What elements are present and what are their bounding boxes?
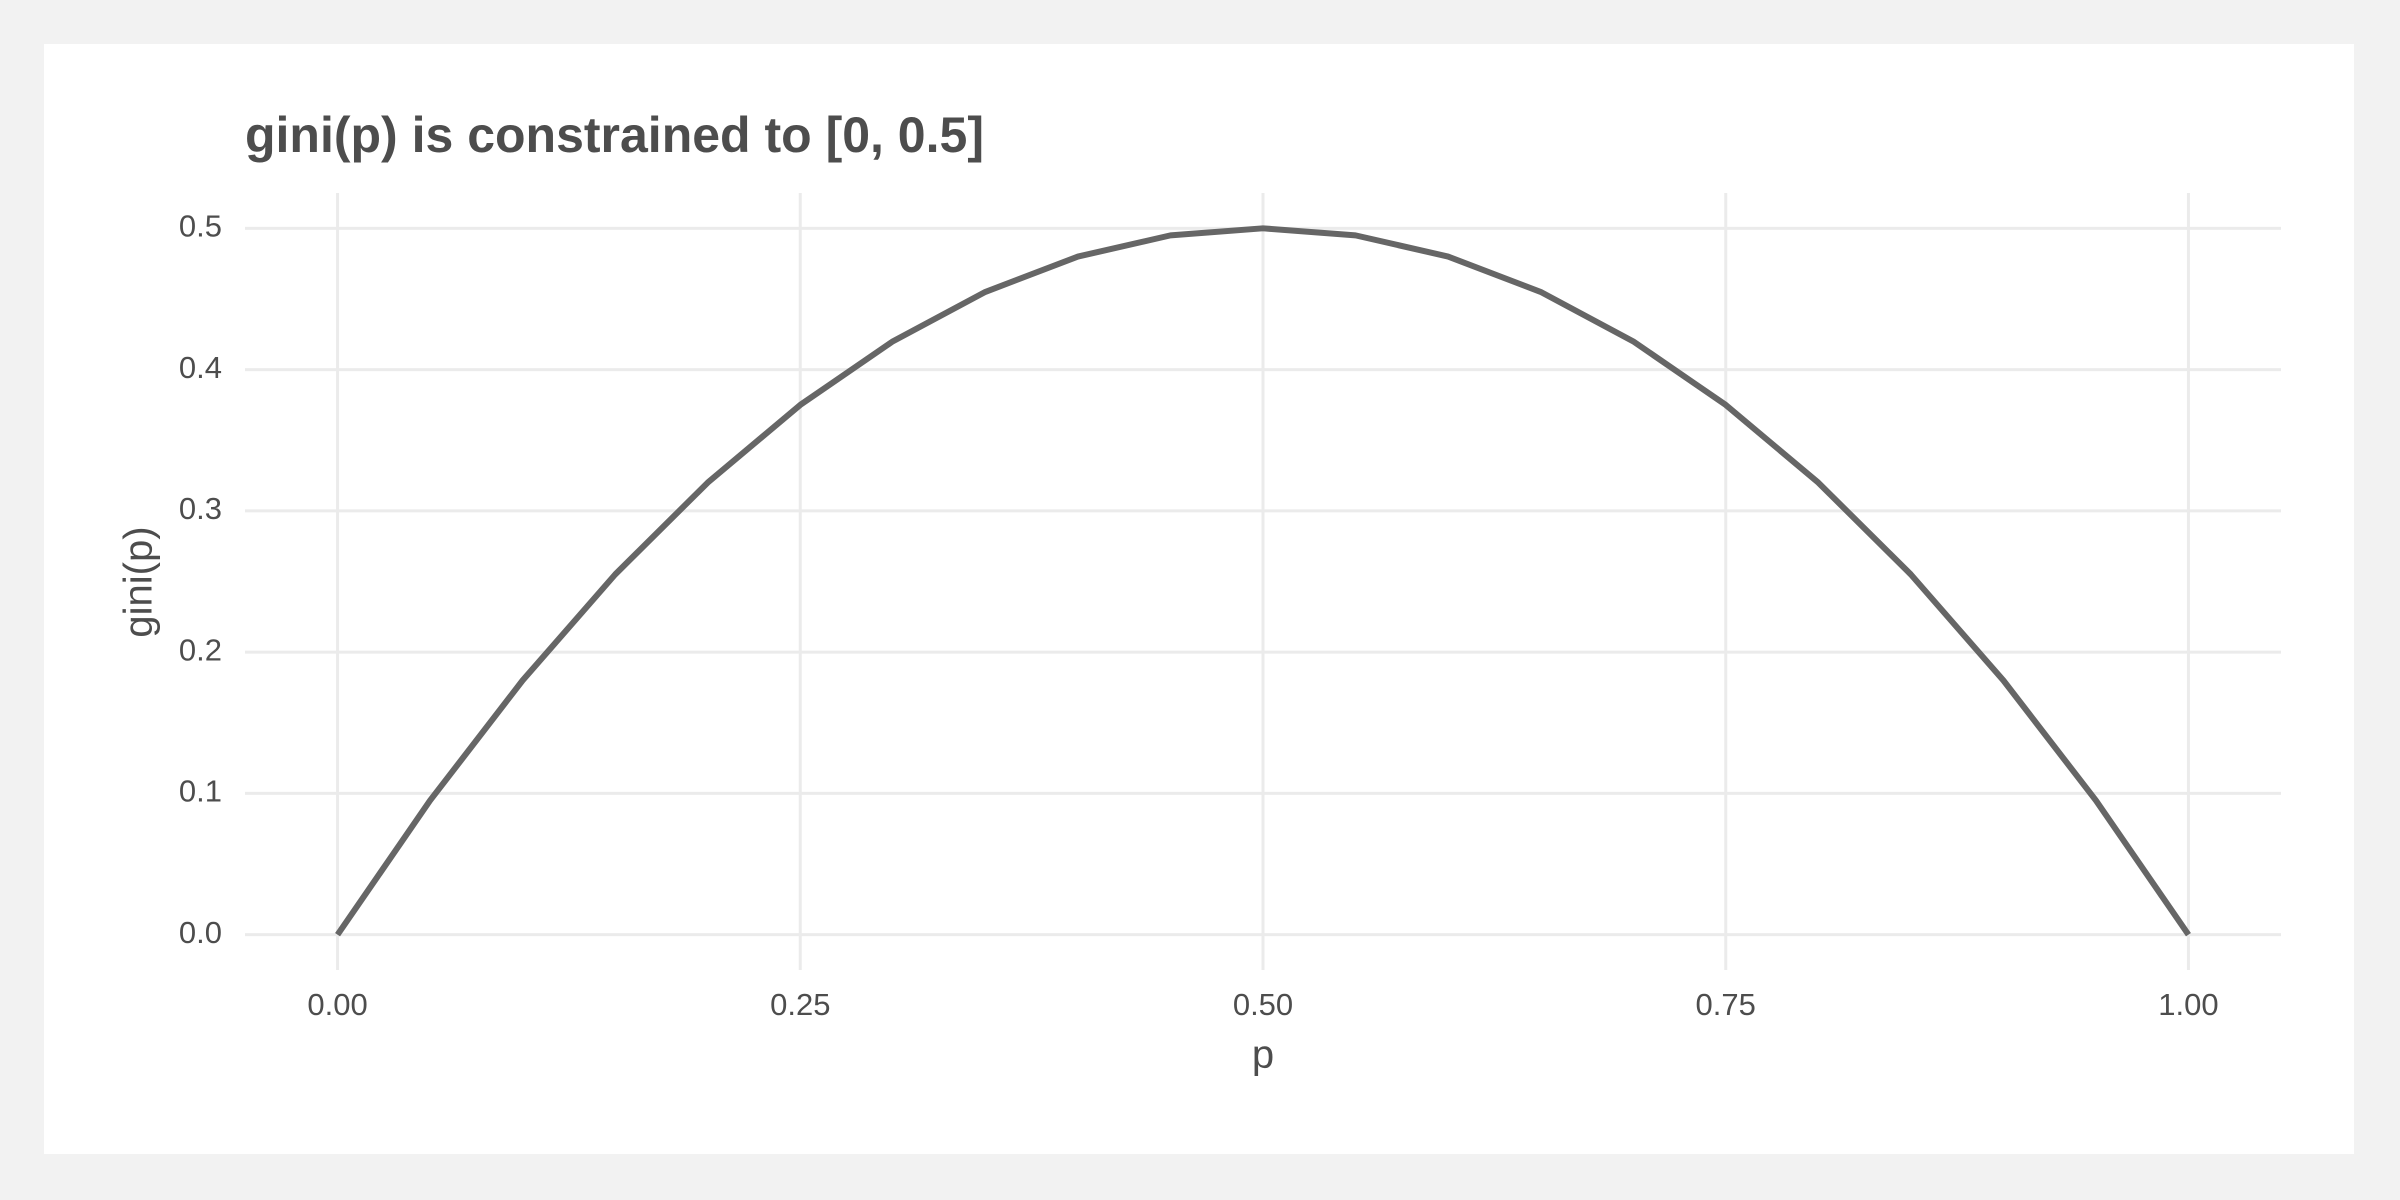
x-tick-label: 0.75 [1696,987,1756,1022]
x-tick-label: 0.25 [770,987,830,1022]
y-tick-label: 0.1 [179,774,222,809]
y-tick-label: 0.2 [179,632,222,667]
x-tick-label: 0.50 [1233,987,1293,1022]
y-axis-title: gini(p) [117,526,161,637]
chart-title: gini(p) is constrained to [0, 0.5] [245,107,984,163]
x-tick-label: 1.00 [2158,987,2218,1022]
panel-background [44,44,2354,1154]
y-tick-label: 0.5 [179,209,222,244]
line [335,225,2191,937]
y-tick-label: 0.4 [179,350,222,385]
x-axis-title: p [1252,1033,1274,1077]
y-tick-label: 0.3 [179,491,222,526]
x-tick-label: 0.00 [307,987,367,1022]
y-tick-label: 0.0 [179,915,222,950]
